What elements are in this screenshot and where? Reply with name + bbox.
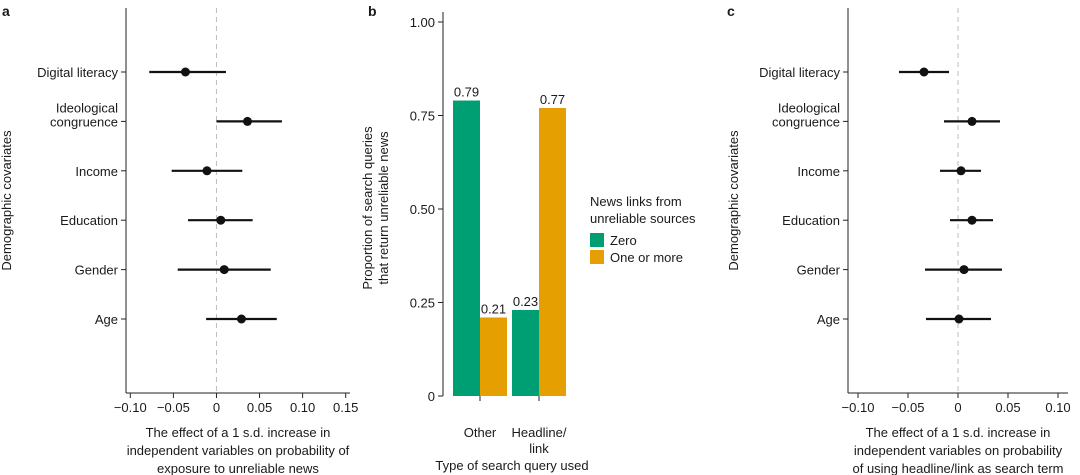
bar-value-label: 0.23 [513, 294, 538, 309]
estimate-point [202, 166, 212, 176]
bar-value-label: 0.77 [540, 92, 565, 107]
estimate-point [956, 166, 966, 176]
estimate-point [236, 314, 246, 324]
covariate-label: Ideological [56, 100, 118, 115]
legend-title: unreliable sources [590, 211, 696, 226]
y-axis-title: that return unreliable news [376, 131, 391, 285]
bar-one-or-more [480, 317, 507, 396]
bar-one-or-more [539, 108, 566, 397]
legend-swatch [590, 233, 604, 247]
covariate-label: Income [75, 164, 118, 179]
y-tick-label: 1.00 [410, 15, 435, 30]
x-tick-label: −0.05 [892, 400, 925, 415]
covariate-label: Income [797, 164, 840, 179]
x-axis-title: exposure to unreliable news [157, 461, 319, 475]
estimate-point [967, 215, 977, 225]
bar-zero [512, 309, 539, 396]
covariate-label: Education [60, 213, 118, 228]
x-tick-label: −0.10 [842, 400, 875, 415]
panel-letter-c: c [727, 3, 735, 19]
estimate-point [216, 215, 226, 225]
x-axis-title: of using headline/link as search term [852, 461, 1063, 475]
covariate-label: Education [782, 213, 840, 228]
estimate-point [219, 265, 229, 275]
estimate-point [959, 265, 969, 275]
bar-zero [453, 100, 480, 396]
y-tick-label: 0 [428, 389, 435, 404]
x-axis-title: The effect of a 1 s.d. increase in [866, 425, 1051, 440]
covariate-label: Digital literacy [37, 65, 118, 80]
x-tick-label: −0.10 [114, 400, 147, 415]
x-tick-label: 0 [954, 400, 961, 415]
estimate-point [180, 67, 190, 77]
covariate-label: Age [817, 312, 840, 327]
y-tick-label: 0.25 [410, 296, 435, 311]
estimate-point [242, 116, 252, 126]
x-axis-title: Type of search query used [435, 458, 588, 473]
x-axis-title: independent variables on probability of [127, 443, 350, 458]
x-axis-title: The effect of a 1 s.d. increase in [146, 425, 331, 440]
x-tick-label: 0.10 [290, 400, 315, 415]
estimate-point [954, 314, 964, 324]
y-axis-title: Demographic covariates [726, 130, 741, 271]
x-tick-label: 0.10 [1045, 400, 1070, 415]
x-tick-label: 0 [213, 400, 220, 415]
x-tick-label: Other [464, 425, 497, 440]
covariate-label: Ideological [778, 100, 840, 115]
bar-value-label: 0.21 [481, 301, 506, 316]
covariate-label: Gender [75, 263, 119, 278]
y-axis-title: Demographic covariates [0, 130, 14, 271]
legend-title: News links from [590, 194, 682, 209]
panel-letter-b: b [368, 3, 377, 19]
panel-letter-a: a [2, 3, 10, 19]
covariate-label: Digital literacy [759, 65, 840, 80]
bar-value-label: 0.79 [454, 85, 479, 100]
covariate-label: congruence [50, 114, 118, 129]
x-tick-label: 0.15 [333, 400, 358, 415]
legend-label: One or more [610, 250, 683, 265]
estimate-point [919, 67, 929, 77]
x-tick-label: 0.05 [247, 400, 272, 415]
covariate-label: Gender [797, 263, 841, 278]
y-axis-title: Proportion of search queries [360, 126, 375, 290]
y-tick-label: 0.75 [410, 109, 435, 124]
estimate-point [967, 116, 977, 126]
legend-label: Zero [610, 233, 637, 248]
y-tick-label: 0.50 [410, 202, 435, 217]
x-tick-label: Headline/ [512, 425, 567, 440]
x-axis-title: independent variables on probability [854, 443, 1063, 458]
x-tick-label: link [529, 441, 549, 456]
legend-swatch [590, 250, 604, 264]
covariate-label: congruence [772, 114, 840, 129]
x-tick-label: 0.05 [995, 400, 1020, 415]
covariate-label: Age [95, 312, 118, 327]
x-tick-label: −0.05 [157, 400, 190, 415]
